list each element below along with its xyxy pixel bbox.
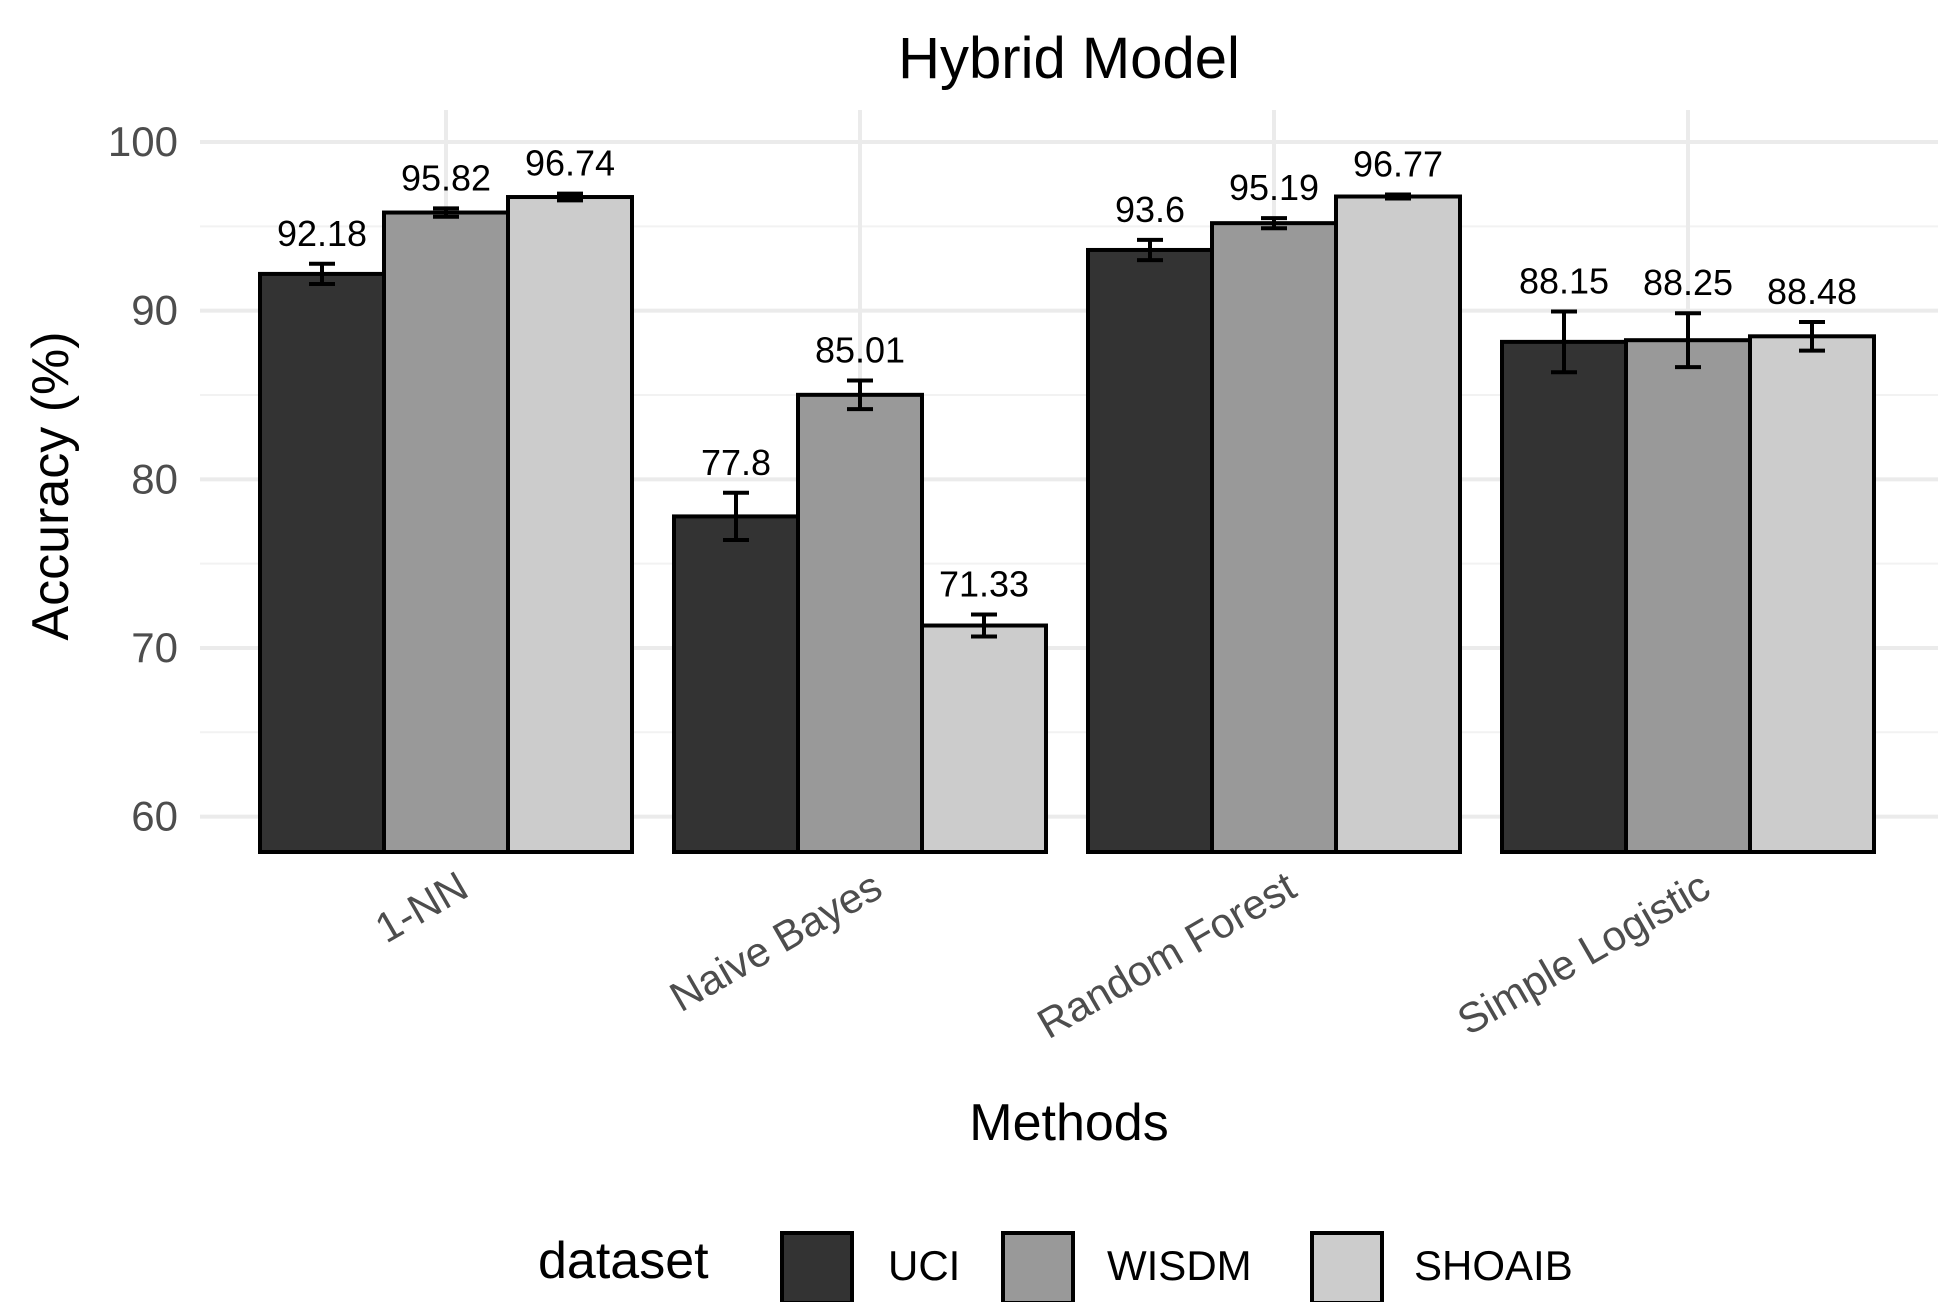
data-label: 96.74 bbox=[525, 143, 615, 184]
bar-uci bbox=[1086, 247, 1214, 854]
bar-shoaib bbox=[920, 623, 1048, 854]
y-axis-title: Accuracy (%) bbox=[22, 331, 80, 640]
bar-wisdm bbox=[1624, 338, 1752, 854]
chart-title: Hybrid Model bbox=[898, 26, 1240, 91]
legend-label: WISDM bbox=[1107, 1242, 1252, 1289]
legend-key-uci bbox=[780, 1231, 854, 1305]
data-label: 71.33 bbox=[939, 564, 1029, 605]
bar-uci bbox=[1500, 339, 1628, 854]
data-label: 93.6 bbox=[1115, 189, 1185, 230]
x-tick-label: Naive Bayes bbox=[662, 862, 890, 1021]
bar-shoaib bbox=[1748, 334, 1876, 854]
y-tick-label: 80 bbox=[131, 455, 178, 502]
bar-wisdm bbox=[1210, 221, 1338, 854]
y-tick-label: 100 bbox=[108, 118, 178, 165]
x-tick-label: Simple Logistic bbox=[1449, 862, 1717, 1044]
legend-label: SHOAIB bbox=[1414, 1242, 1573, 1289]
data-label: 96.77 bbox=[1353, 143, 1443, 184]
x-axis-title: Methods bbox=[969, 1094, 1168, 1152]
legend: dataset UCI WISDM SHOAIB bbox=[538, 1231, 1573, 1305]
data-label: 85.01 bbox=[815, 329, 905, 370]
x-tick-label: Random Forest bbox=[1029, 862, 1303, 1048]
y-tick-label: 70 bbox=[131, 624, 178, 671]
legend-key-shoaib bbox=[1310, 1231, 1384, 1305]
data-label: 88.48 bbox=[1767, 271, 1857, 312]
bar-uci bbox=[258, 271, 386, 854]
bars: 92.18 95.82 96.74 77.8 85.01 71.33 93.6 95.19 96… bbox=[258, 143, 1876, 855]
data-label: 88.15 bbox=[1519, 261, 1609, 302]
bar-shoaib bbox=[506, 195, 634, 854]
y-tick-label: 90 bbox=[131, 287, 178, 334]
data-label: 95.82 bbox=[401, 157, 491, 198]
y-tick-label: 60 bbox=[131, 793, 178, 840]
data-label: 92.18 bbox=[277, 213, 367, 254]
bar-wisdm bbox=[382, 210, 510, 855]
data-label: 88.25 bbox=[1643, 262, 1733, 303]
legend-label: UCI bbox=[888, 1242, 960, 1289]
data-label: 77.8 bbox=[701, 442, 771, 483]
bar-shoaib bbox=[1334, 194, 1462, 855]
legend-key-wisdm bbox=[1001, 1231, 1075, 1305]
bar-wisdm bbox=[796, 392, 924, 854]
bar-uci bbox=[672, 514, 800, 854]
data-label: 95.19 bbox=[1229, 167, 1319, 208]
legend-title: dataset bbox=[538, 1232, 709, 1290]
x-tick-label: 1-NN bbox=[367, 862, 475, 952]
